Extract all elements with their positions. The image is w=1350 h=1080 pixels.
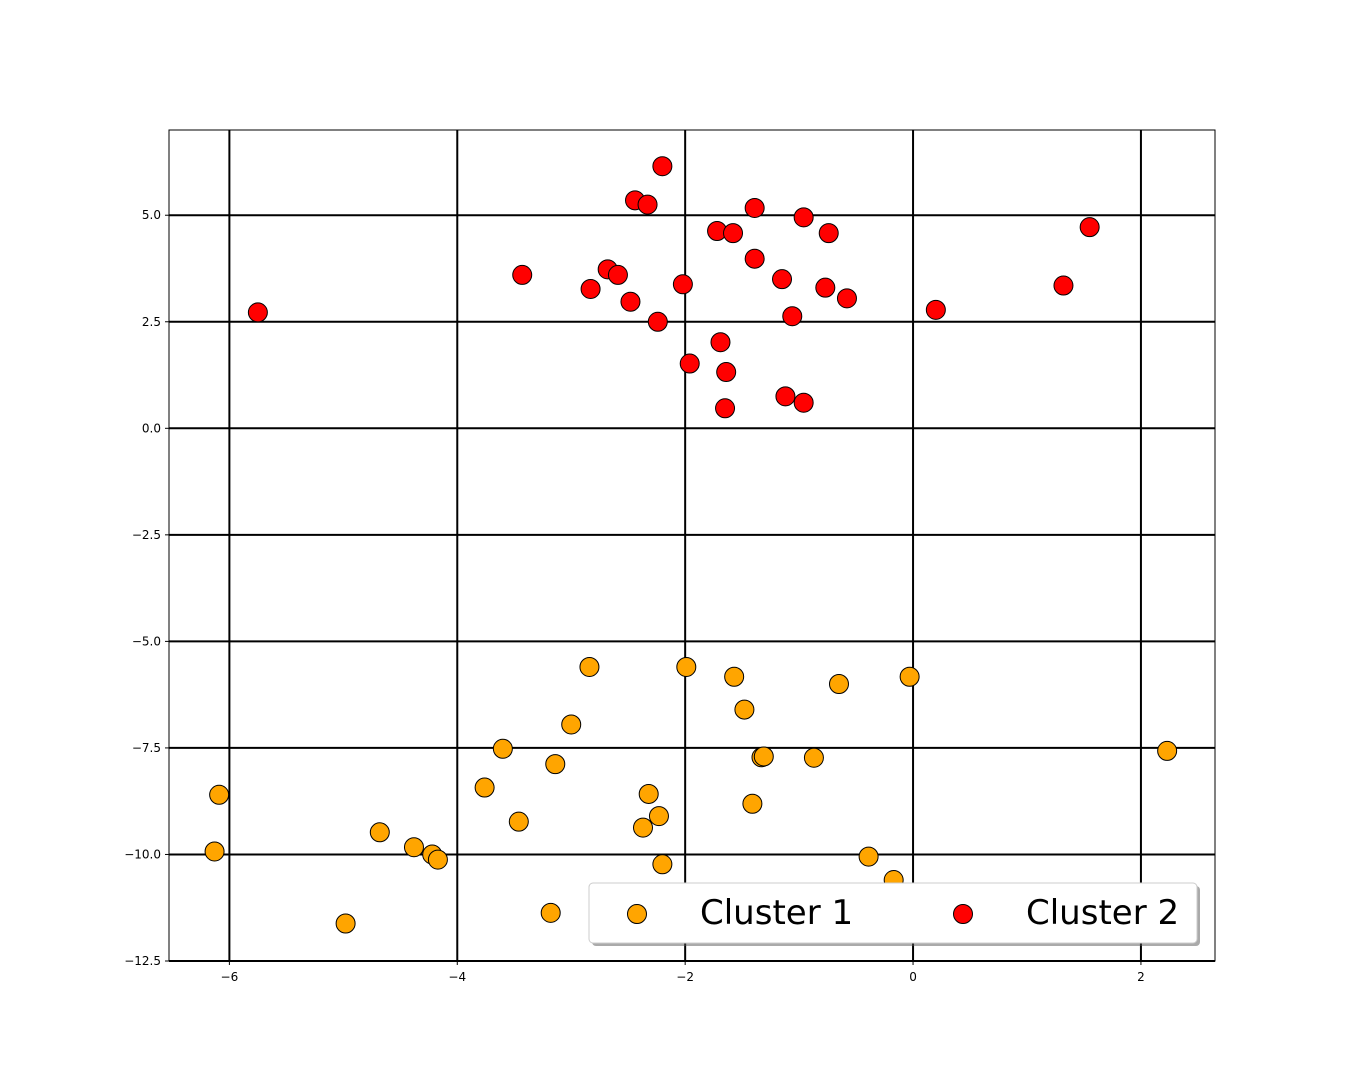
series-cluster-1 xyxy=(204,656,1178,934)
data-point xyxy=(782,306,803,327)
data-point xyxy=(793,207,814,228)
x-tick-label: 2 xyxy=(1137,970,1145,984)
legend-label-cluster-2: Cluster 2 xyxy=(1026,893,1179,933)
series-cluster-2 xyxy=(247,156,1100,419)
data-point xyxy=(579,656,600,677)
data-point xyxy=(369,822,390,843)
data-point xyxy=(676,656,697,677)
grid xyxy=(169,130,1215,962)
data-point xyxy=(652,854,673,875)
data-point xyxy=(652,156,673,177)
y-tick-label: −7.5 xyxy=(132,741,161,755)
data-point xyxy=(715,398,736,419)
data-point xyxy=(753,746,774,767)
data-point xyxy=(744,248,765,269)
data-point xyxy=(204,841,225,862)
data-point xyxy=(638,783,659,804)
data-point xyxy=(648,806,669,827)
legend-marker-cluster-1 xyxy=(627,904,647,924)
data-point xyxy=(772,269,793,290)
data-point xyxy=(540,902,561,923)
y-tick-label: 0.0 xyxy=(142,421,161,435)
x-tick-label: 0 xyxy=(909,970,917,984)
data-point xyxy=(512,264,533,285)
data-point xyxy=(775,386,796,407)
data-point xyxy=(793,392,814,413)
data-point xyxy=(247,302,268,323)
data-point xyxy=(818,223,839,244)
data-point xyxy=(1079,217,1100,238)
plot-frame xyxy=(168,129,1216,962)
data-point xyxy=(403,837,424,858)
data-point xyxy=(710,332,731,353)
x-tick-label: −2 xyxy=(676,970,694,984)
data-point xyxy=(672,274,693,295)
data-point xyxy=(545,754,566,775)
data-point xyxy=(1157,740,1178,761)
data-point xyxy=(335,913,356,934)
data-point xyxy=(723,223,744,244)
plot-area xyxy=(169,130,1215,961)
y-tick-label: −10.0 xyxy=(124,847,161,861)
data-point xyxy=(492,738,513,759)
data-point xyxy=(803,747,824,768)
data-point xyxy=(508,811,529,832)
data-point xyxy=(734,699,755,720)
data-point xyxy=(580,278,601,299)
y-tick-label: 5.0 xyxy=(142,208,161,222)
data-point xyxy=(925,299,946,320)
y-tick-label: −5.0 xyxy=(132,634,161,648)
data-point xyxy=(427,849,448,870)
legend-box xyxy=(588,882,1198,944)
axis-ticks: −6 −4 −2 0 2 −12.5 −10.0 −7.5 −5.0 −2.5 0.0 2.5 5.0 xyxy=(124,208,1145,984)
data-point xyxy=(828,674,849,694)
data-point xyxy=(744,197,765,218)
data-point xyxy=(679,353,700,374)
legend-marker-cluster-2 xyxy=(953,904,973,924)
data-points xyxy=(204,156,1178,934)
legend-label-cluster-1: Cluster 1 xyxy=(700,893,853,933)
data-point xyxy=(209,784,230,805)
y-tick-label: 2.5 xyxy=(142,315,161,329)
data-point xyxy=(742,793,763,814)
legend: Cluster 1 Cluster 2 xyxy=(588,882,1200,946)
data-point xyxy=(858,846,879,867)
y-tick-label: −2.5 xyxy=(132,528,161,542)
data-point xyxy=(716,362,737,383)
data-point xyxy=(633,817,654,838)
x-tick-label: −4 xyxy=(448,970,466,984)
data-point xyxy=(836,288,857,309)
data-point xyxy=(637,194,658,215)
data-point xyxy=(607,264,628,285)
data-point xyxy=(815,277,836,298)
data-point xyxy=(1053,275,1074,296)
y-tick-label: −12.5 xyxy=(124,954,161,968)
data-point xyxy=(647,311,668,332)
data-point xyxy=(899,666,920,687)
data-point xyxy=(724,666,745,687)
data-point xyxy=(561,714,582,735)
x-tick-label: −6 xyxy=(221,970,239,984)
data-point xyxy=(474,777,495,798)
data-point xyxy=(620,291,641,312)
